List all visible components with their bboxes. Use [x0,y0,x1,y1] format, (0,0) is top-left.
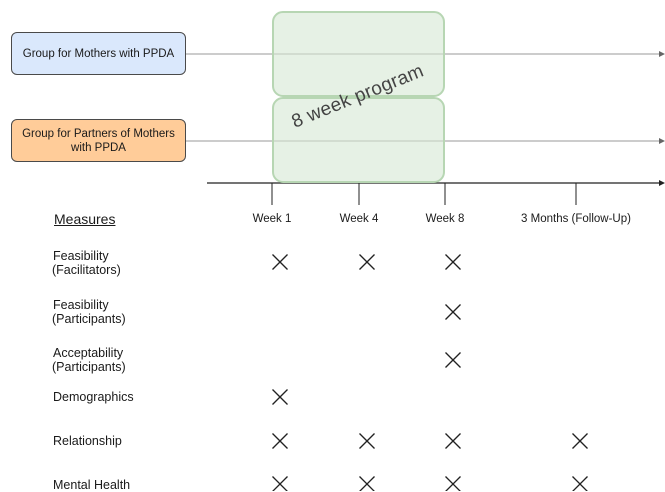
program-block-partners [272,97,445,183]
timeline-label: Week 1 [252,213,292,225]
measure-label: Feasibility (Facilitators) [52,249,121,277]
cross-mark-icon [272,476,288,491]
cross-mark-icon [445,476,461,491]
timeline-label: Week 4 [339,213,379,225]
measure-label: Acceptability (Participants) [52,346,126,374]
measure-label: Mental Health [53,478,131,492]
timeline-arrowhead [659,180,665,186]
cross-mark-icon [445,254,461,270]
measure-label: Relationship [53,434,122,448]
timeline-label: Week 8 [425,213,465,225]
cross-mark-icon [445,304,461,320]
group-mothers-box: Group for Mothers with PPDA [11,32,186,75]
timeline-ticks [271,183,577,205]
measure-label: Feasibility (Participants) [52,298,126,326]
measures-heading: Measures [54,211,116,227]
partners-track-arrowhead [659,138,665,144]
mothers-track-arrowhead [659,51,665,57]
cross-mark-icon [272,254,288,270]
cross-mark-icon [359,476,375,491]
cross-mark-icon [572,476,588,491]
cross-mark-icon [445,433,461,449]
cross-mark-icon [445,352,461,368]
cross-mark-icon [359,433,375,449]
cross-mark-icon [572,433,588,449]
measure-label: Demographics [53,390,134,404]
group-partners-label: Group for Partners of Mothers with PPDA [22,127,175,154]
program-block-mothers [272,11,445,97]
cross-mark-icon [272,389,288,405]
timeline-label: 3 Months (Follow-Up) [521,213,631,225]
group-mothers-label: Group for Mothers with PPDA [22,47,175,60]
group-partners-box: Group for Partners of Mothers with PPDA [11,119,186,162]
cross-mark-icon [359,254,375,270]
cross-mark-icon [272,433,288,449]
